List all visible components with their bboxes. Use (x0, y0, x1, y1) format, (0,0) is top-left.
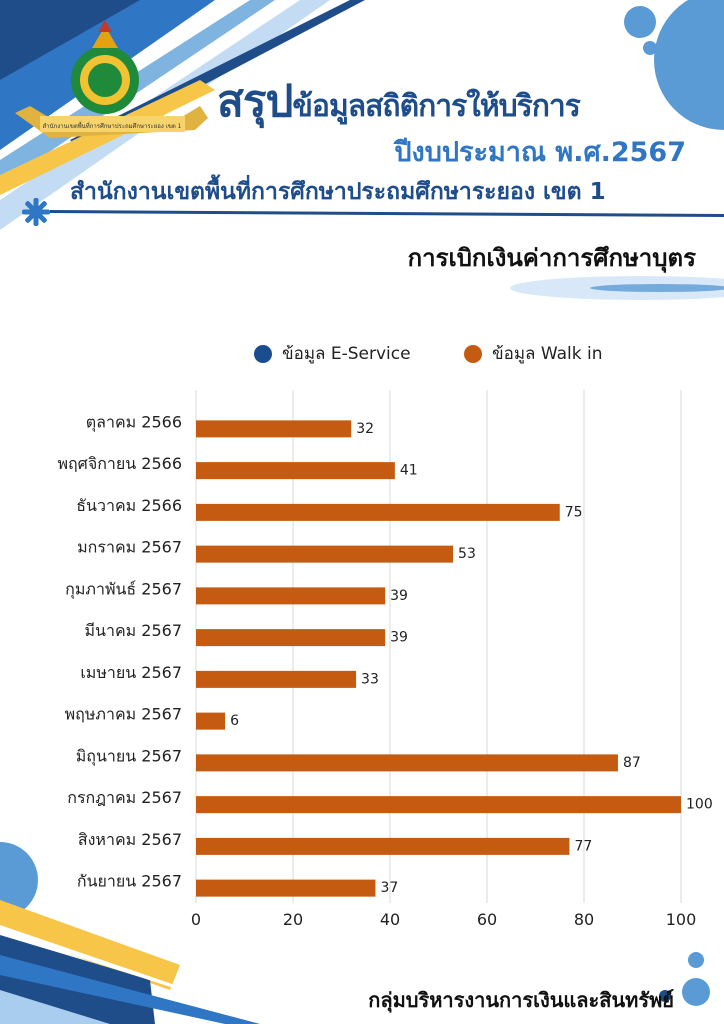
x-tick-label: 100 (666, 910, 697, 929)
category-label: มิถุนายน 2567 (76, 746, 182, 766)
category-label: สิงหาคม 2567 (78, 830, 182, 849)
category-label: กรกฎาคม 2567 (67, 788, 182, 807)
page-title: สรุปข้อมูลสถิติการให้บริการ (217, 66, 581, 136)
bar-walkin (196, 587, 386, 605)
category-label: ธันวาคม 2566 (76, 496, 182, 515)
data-label: 100 (686, 797, 713, 813)
category-label: พฤษภาคม 2567 (65, 705, 182, 724)
x-tick-label: 0 (191, 910, 201, 929)
legend-swatch-eservice (254, 344, 272, 363)
legend-item-walkin: ข้อมูล Walk in (464, 340, 602, 367)
x-tick-label: 40 (380, 910, 400, 929)
x-tick-label: 80 (574, 910, 594, 929)
data-label: 6 (230, 713, 239, 729)
bar-chart: 0 20 40 60 80 100 ตุลาคม 2566 32 พฤศจิกายน 2566 4… (57, 390, 713, 929)
legend-item-eservice: ข้อมูล E-Service (254, 340, 411, 367)
category-label: ตุลาคม 2566 (86, 412, 182, 432)
bar-walkin (196, 796, 681, 814)
title-big-word: สรุป (217, 76, 293, 127)
data-label: 37 (380, 880, 398, 896)
footer-department: กลุ่มบริหารงานการเงินและสินทรัพย์ (368, 988, 674, 1012)
data-label: 77 (574, 838, 592, 854)
data-label: 39 (390, 588, 408, 604)
x-tick-label: 60 (477, 910, 497, 929)
category-label: กันยายน 2567 (77, 872, 182, 891)
data-label: 41 (400, 463, 418, 479)
bar-walkin (196, 503, 560, 521)
data-label: 87 (623, 755, 641, 771)
section-title: การเบิกเงินค่าการศึกษาบุตร (407, 244, 696, 272)
x-tick-label: 20 (283, 910, 303, 929)
office-name: สำนักงานเขตพื้นที่การศึกษาประถมศึกษาระยอ… (70, 179, 606, 205)
data-label: 75 (565, 504, 583, 520)
data-label: 53 (458, 546, 476, 562)
legend-label-eservice: ข้อมูล E-Service (282, 344, 411, 364)
bar-walkin (196, 545, 454, 563)
bar-walkin (196, 879, 376, 897)
category-label: พฤศจิกายน 2566 (57, 454, 182, 473)
bar-walkin (196, 420, 352, 438)
bar-walkin (196, 629, 386, 647)
logo-ribbon-text: สำนักงานเขตพื้นที่การศึกษาประถมศึกษาระยอ… (43, 120, 182, 130)
data-label: 32 (356, 421, 374, 437)
legend-label-walkin: ข้อมูล Walk in (492, 344, 603, 364)
bar-walkin (196, 837, 570, 855)
legend-swatch-walkin (464, 344, 482, 363)
data-label: 39 (390, 630, 408, 646)
office-logo: สำนักงานเขตพื้นที่การศึกษาประถมศึกษาระยอ… (15, 20, 208, 138)
bar-walkin (196, 754, 618, 772)
category-label: กุมภาพันธ์ 2567 (65, 579, 182, 599)
bar-walkin (196, 670, 357, 688)
data-label: 33 (361, 671, 379, 687)
title-rest: ข้อมูลสถิติการให้บริการ (292, 89, 580, 124)
category-label: มีนาคม 2567 (84, 621, 182, 640)
category-label: มกราคม 2567 (77, 538, 182, 557)
fiscal-year-subtitle: ปีงบประมาณ พ.ศ.2567 (394, 137, 686, 168)
bar-walkin (196, 462, 395, 480)
bar-walkin (196, 712, 226, 730)
category-label: เมษายน 2567 (80, 663, 182, 682)
